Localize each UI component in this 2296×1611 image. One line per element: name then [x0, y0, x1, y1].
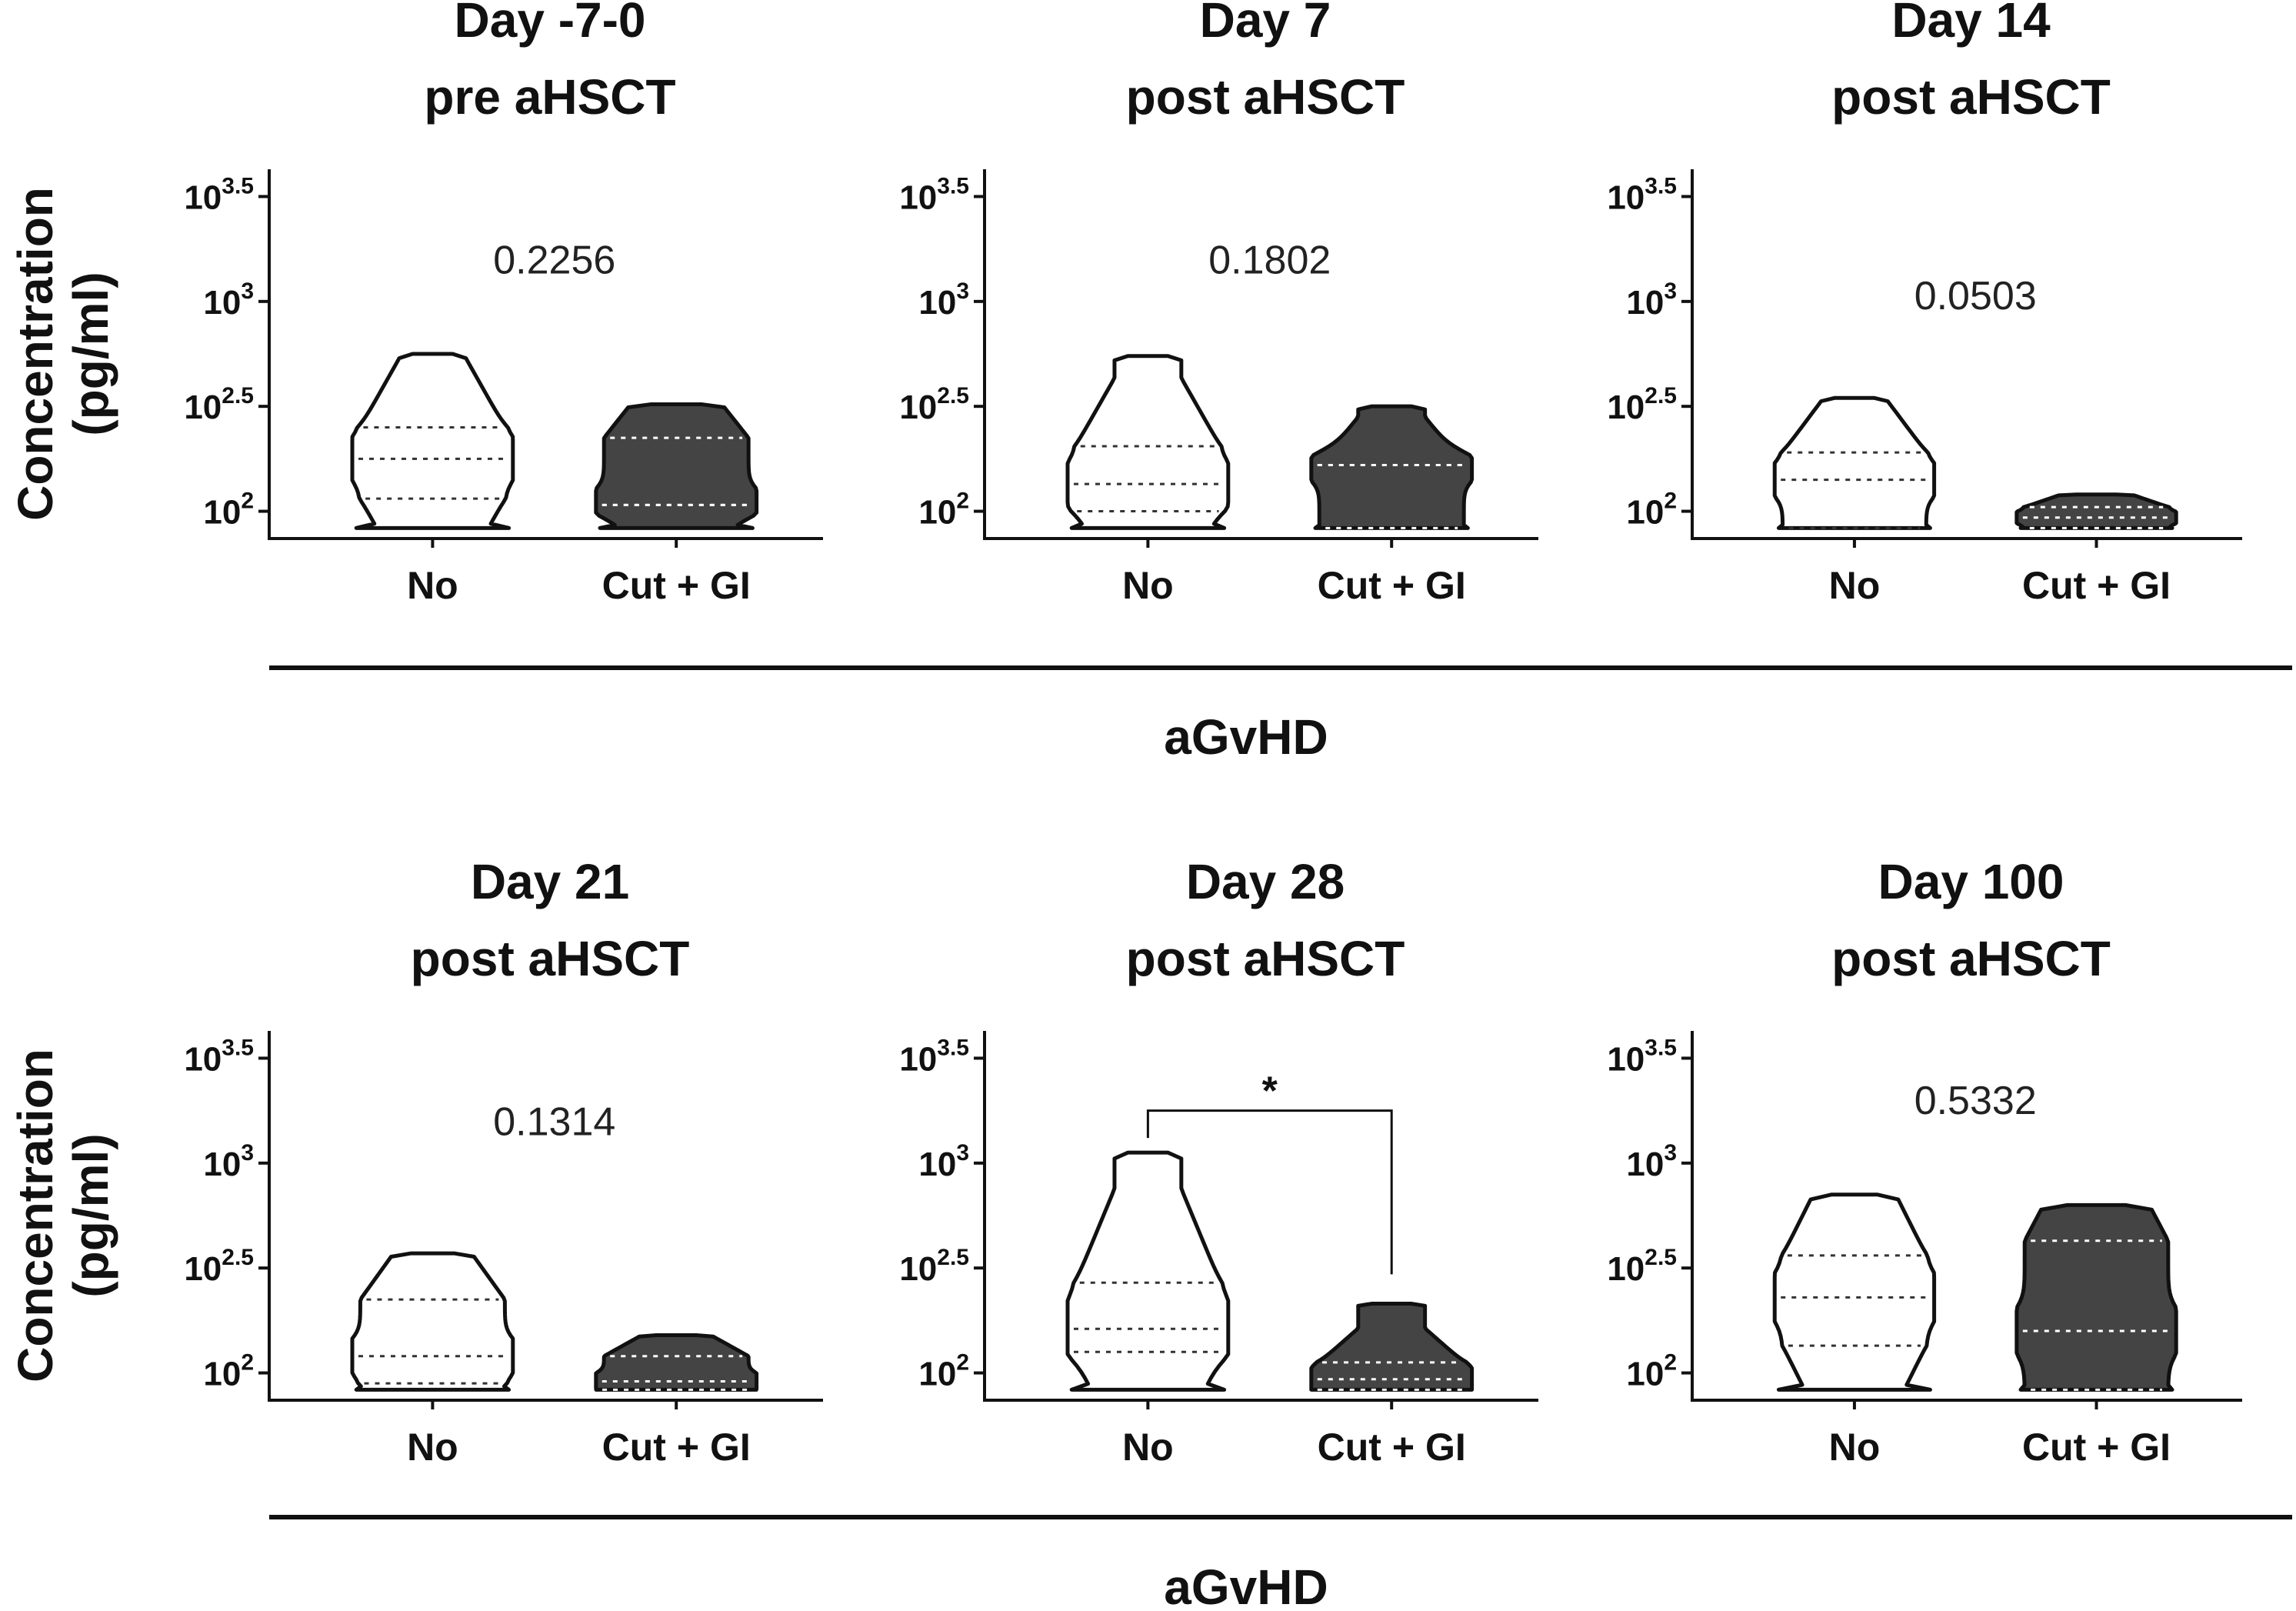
violin-no: [1065, 354, 1231, 530]
x-tick-label: Cut + GI: [1318, 564, 1466, 607]
panel-3: Day 14 post aHSCT 102 102.5 103 103.5 No Cut + …: [1607, 0, 2242, 607]
y-tick-label: 102.5: [1607, 383, 1677, 426]
panel-title-line2: post aHSCT: [1126, 69, 1405, 125]
p-value: 0.1802: [1208, 238, 1331, 282]
y-tick-label: 103.5: [184, 173, 254, 216]
x-tick-label: No: [1122, 564, 1174, 607]
panel-1: Day -7-0 pre aHSCT 102 102.5 103 103.5 Concent…: [8, 0, 823, 607]
y-tick-label: 103: [203, 1140, 254, 1183]
y-axis-label-line1: Concentration: [8, 1049, 63, 1383]
violin-no: [1772, 395, 1937, 530]
group-label-bottom: aGvHD: [1164, 1559, 1328, 1611]
violin-cut-gi: [2014, 1202, 2178, 1392]
y-tick-label: 102: [1626, 489, 1677, 532]
p-value: 0.5332: [1914, 1079, 2037, 1123]
panel-5: Day 28 post aHSCT 102 102.5 103 103.5 No Cut + …: [899, 854, 1538, 1469]
significance-star: *: [1262, 1069, 1278, 1114]
violin-cut-gi: [594, 1332, 759, 1392]
violin-cut-gi: [594, 402, 759, 530]
violin-no: [1772, 1192, 1937, 1392]
y-tick-label: 103.5: [899, 1035, 969, 1078]
violin-cut-gi: [1309, 404, 1475, 530]
violin-cut-gi: [2014, 492, 2178, 530]
y-tick-label: 102.5: [1607, 1245, 1677, 1288]
panel-title-line2: post aHSCT: [1126, 931, 1405, 986]
panel-title-line2: post aHSCT: [1831, 69, 2111, 125]
panel-title-line2: post aHSCT: [1831, 931, 2111, 986]
p-value: 0.1314: [493, 1099, 615, 1144]
group-label-top: aGvHD: [1164, 709, 1328, 765]
x-tick-label: Cut + GI: [2022, 1426, 2171, 1469]
y-tick-label: 102.5: [184, 383, 254, 426]
y-tick-label: 102: [918, 1350, 969, 1393]
panel-title-line1: Day 28: [1186, 854, 1345, 909]
y-tick-label: 103: [203, 279, 254, 322]
y-tick-label: 103.5: [184, 1035, 254, 1078]
y-axis-label-line2: (pg/ml): [63, 1133, 118, 1297]
x-tick-label: No: [1829, 1426, 1881, 1469]
y-tick-label: 103.5: [1607, 1035, 1677, 1078]
y-tick-label: 103.5: [899, 173, 969, 216]
y-tick-label: 102: [918, 489, 969, 532]
p-value: 0.0503: [1914, 274, 2037, 319]
y-tick-label: 103: [918, 1140, 969, 1183]
violin-no: [350, 1251, 515, 1392]
panel-title-line1: Day 100: [1878, 854, 2064, 909]
x-tick-label: Cut + GI: [602, 1426, 751, 1469]
y-tick-label: 102: [1626, 1350, 1677, 1393]
y-tick-label: 102: [203, 1350, 254, 1393]
panel-2: Day 7 post aHSCT 102 102.5 103 103.5 No Cut + G…: [899, 0, 1538, 607]
y-tick-label: 102.5: [899, 1245, 969, 1288]
y-tick-label: 103: [1626, 279, 1677, 322]
y-tick-label: 102: [203, 489, 254, 532]
p-value: 0.2256: [493, 238, 615, 282]
x-tick-label: No: [407, 564, 458, 607]
x-tick-label: Cut + GI: [602, 564, 751, 607]
panel-4: Day 21 post aHSCT 102 102.5 103 103.5 Concentr…: [8, 854, 823, 1469]
violin-cut-gi: [1309, 1302, 1475, 1392]
significance-bracket: [1146, 1109, 1393, 1275]
y-tick-label: 102.5: [184, 1245, 254, 1288]
x-tick-label: No: [407, 1426, 458, 1469]
violin-no: [1065, 1150, 1231, 1392]
panel-6: Day 100 post aHSCT 102 102.5 103 103.5 No Cut +…: [1607, 854, 2242, 1469]
panel-title-line1: Day 7: [1200, 0, 1331, 48]
panel-title-line1: Day 21: [471, 854, 629, 909]
y-tick-label: 103.5: [1607, 173, 1677, 216]
x-tick-label: No: [1829, 564, 1881, 607]
x-tick-label: Cut + GI: [1318, 1426, 1466, 1469]
y-tick-label: 103: [1626, 1140, 1677, 1183]
y-axis-label-line2: (pg/ml): [63, 272, 118, 435]
x-tick-label: Cut + GI: [2022, 564, 2171, 607]
x-tick-label: No: [1122, 1426, 1174, 1469]
y-tick-label: 103: [918, 279, 969, 322]
panel-title-line2: post aHSCT: [411, 931, 690, 986]
violin-no: [350, 352, 515, 530]
y-tick-label: 102.5: [899, 383, 969, 426]
panel-title-line2: pre aHSCT: [424, 69, 675, 125]
panel-title-line1: Day -7-0: [455, 0, 646, 48]
panel-title-line1: Day 14: [1891, 0, 2051, 48]
y-axis-label-line1: Concentration: [8, 187, 63, 521]
